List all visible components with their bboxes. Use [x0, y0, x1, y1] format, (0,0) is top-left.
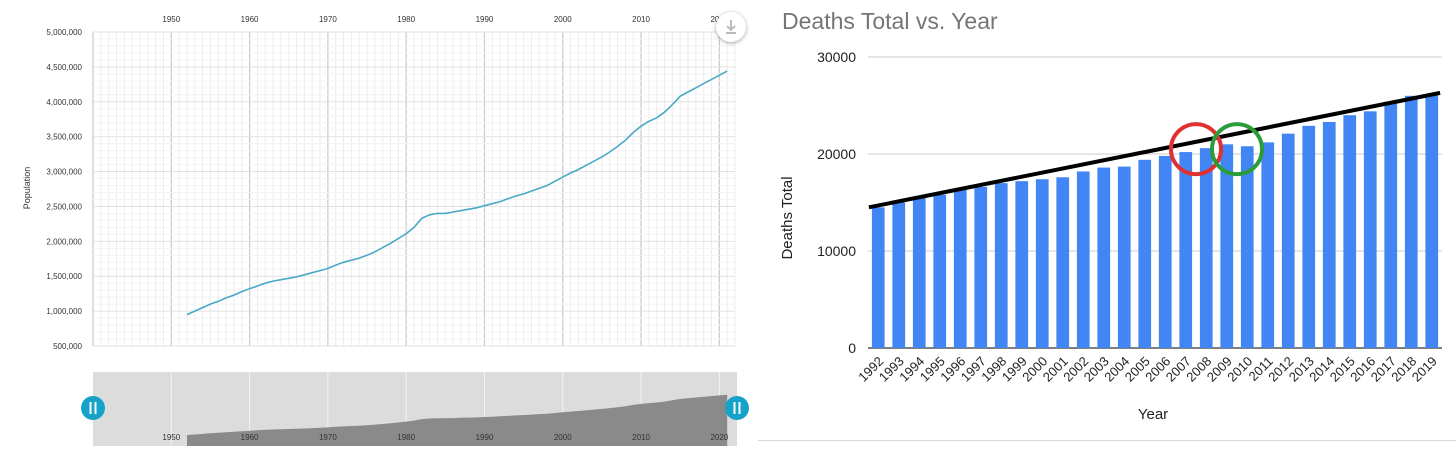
annotation-circle	[1169, 122, 1223, 177]
y-tick-label: 3,000,000	[46, 168, 82, 177]
annotations	[1169, 122, 1264, 177]
population-grid	[92, 31, 736, 347]
deaths-y-ticks: 30000 20000 10000 0	[817, 49, 856, 356]
y-tick-label: 4,500,000	[46, 63, 82, 72]
bar-1995	[933, 194, 947, 348]
bar-2010	[1240, 146, 1254, 348]
bar-2009	[1220, 144, 1234, 348]
y-tick-label: 0	[848, 340, 856, 356]
population-y-ticks: 5,000,000 4,500,000 4,000,000 3,500,000 3,00…	[46, 28, 82, 351]
x-tick-label: 2019	[1409, 354, 1440, 385]
navigator-tick-label: 2000	[554, 433, 572, 442]
deaths-chart-panel: Deaths Total vs. Year 30000 20000 10000 0 1…	[760, 0, 1456, 450]
x-tick-label: 2010	[632, 15, 650, 24]
bar-2003	[1097, 167, 1111, 348]
y-tick-label: 10000	[817, 243, 856, 259]
x-tick-label: 1980	[397, 15, 415, 24]
chart-title: Deaths Total vs. Year	[782, 8, 998, 34]
navigator-tick-label: 1980	[397, 433, 415, 442]
navigator-area	[187, 394, 728, 446]
navigator-tick-label: 1990	[476, 433, 494, 442]
y-tick-label: 4,000,000	[46, 98, 82, 107]
bar-2012	[1281, 133, 1295, 348]
annotation-circle	[1210, 122, 1264, 177]
population-chart: 1950 1960 1970 1980 1990 2000 2010 2020 5,000,0…	[22, 15, 749, 446]
bar-2017	[1384, 101, 1398, 349]
x-tick-label: 2000	[554, 15, 572, 24]
y-tick-label: 1,000,000	[46, 307, 82, 316]
y-tick-label: 500,000	[53, 342, 82, 351]
y-tick-label: 5,000,000	[46, 28, 82, 37]
bar-2007	[1179, 152, 1193, 348]
y-tick-label: 20000	[817, 146, 856, 162]
bar-2002	[1076, 171, 1090, 348]
navigator-tick-label: 1950	[162, 433, 180, 442]
bar-2014	[1322, 121, 1336, 349]
y-tick-label: 2,500,000	[46, 202, 82, 211]
range-handle-right[interactable]	[725, 396, 749, 420]
bar-1994	[912, 196, 926, 348]
navigator-tick-label: 1970	[319, 433, 337, 442]
population-line	[186, 70, 728, 316]
population-chart-panel: 1950 1960 1970 1980 1990 2000 2010 2020 5,000,0…	[22, 12, 749, 446]
x-tick-label: 1960	[241, 15, 259, 24]
bar-1998	[994, 183, 1008, 348]
y-tick-label: 2,000,000	[46, 237, 82, 246]
bar-2000	[1035, 179, 1049, 348]
download-icon	[726, 20, 736, 34]
navigator-tick-label: 2020	[710, 433, 728, 442]
range-handle-left[interactable]	[81, 396, 105, 420]
y-tick-label: 1,500,000	[46, 272, 82, 281]
bar-1997	[974, 186, 988, 348]
y-tick-label: 3,500,000	[46, 133, 82, 142]
bar-2008	[1199, 148, 1213, 348]
bar-1993	[892, 202, 906, 348]
deaths-chart: 30000 20000 10000 0 19921993199419951996199…	[779, 49, 1442, 423]
population-series	[186, 70, 728, 316]
bar-1992	[871, 207, 885, 348]
x-axis-label: Year	[1138, 406, 1168, 423]
bar-2006	[1158, 155, 1172, 348]
deaths-x-ticks: 1992199319941995199619971998199920002001…	[855, 354, 1440, 385]
bar-2019	[1425, 94, 1439, 348]
bar-2005	[1138, 159, 1152, 348]
x-tick-label: 1990	[476, 15, 494, 24]
bar-2013	[1302, 125, 1316, 349]
trendline	[868, 90, 1441, 210]
bar-2011	[1261, 142, 1275, 348]
bar-1996	[953, 188, 967, 348]
bar-2015	[1343, 115, 1357, 348]
bar-2016	[1363, 111, 1377, 348]
navigator-tick-label: 2010	[632, 433, 650, 442]
bar-2001	[1056, 177, 1070, 348]
bar-2004	[1117, 166, 1131, 348]
y-tick-label: 30000	[817, 49, 856, 65]
y-axis-label: Deaths Total	[779, 176, 796, 259]
download-button[interactable]	[716, 12, 746, 42]
bar-2018	[1404, 95, 1418, 348]
x-tick-label: 1970	[319, 15, 337, 24]
x-tick-label: 1950	[162, 15, 180, 24]
navigator-tick-label: 1960	[241, 433, 259, 442]
deaths-bars	[871, 94, 1439, 349]
population-axis-label: Population	[22, 167, 32, 210]
bar-1999	[1015, 181, 1029, 348]
navigator-x-ticks: 1950 1960 1970 1980 1990 2000 2010 2020	[162, 433, 728, 442]
bottom-divider	[758, 440, 1456, 441]
